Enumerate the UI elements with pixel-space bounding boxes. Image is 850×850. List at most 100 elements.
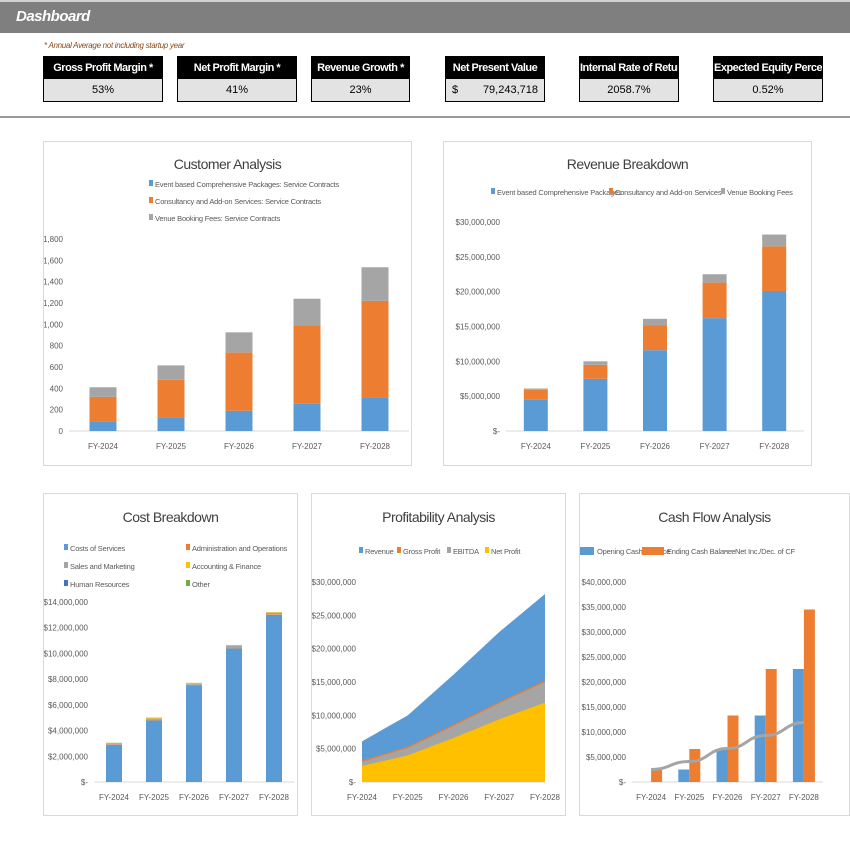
kpi-label: Net Present Value [446, 57, 544, 79]
bar-segment [146, 720, 162, 782]
bar [678, 769, 690, 782]
kpi-currency: $ [452, 84, 459, 96]
y-tick-label: $5,000,000 [586, 753, 627, 762]
bar-segment [643, 325, 667, 351]
x-tick-label: FY-2026 [713, 793, 744, 802]
kpi-gross-profit-margin: Gross Profit Margin * 53% [43, 56, 163, 102]
customer-analysis-chart: Customer Analysis 0 200 400 600 800 1,000 1,200… [43, 141, 412, 466]
x-tick-label: FY-2028 [530, 793, 561, 802]
legend-label: Event based Comprehensive Packages [497, 188, 622, 197]
legend-swatch [491, 188, 495, 194]
bar-segment [523, 388, 548, 390]
bar-segment [762, 234, 787, 247]
legend-label: Net Inc./Dec. of CF [735, 547, 796, 556]
bar-segment [226, 648, 242, 782]
kpi-label: Internal Rate of Return [580, 57, 678, 79]
legend-swatch [397, 547, 401, 553]
x-tick-label: FY-2027 [292, 442, 323, 451]
bar-segment [225, 352, 253, 411]
legend-swatch [186, 544, 190, 550]
kpi-internal-rate-of-return: Internal Rate of Return 2058.7% [579, 56, 679, 102]
bar [754, 715, 766, 782]
legend-swatch [64, 580, 68, 586]
bar-segment [702, 274, 727, 283]
bar-segment [89, 387, 117, 397]
bar-segment [583, 364, 608, 379]
x-tick-label: FY-2024 [347, 793, 378, 802]
chart-title: Profitability Analysis [382, 509, 495, 525]
kpi-net-profit-margin: Net Profit Margin * 41% [177, 56, 297, 102]
y-tick-label: $15,000,000 [312, 678, 357, 687]
y-tick-label: $30,000,000 [582, 628, 627, 637]
x-tick-label: FY-2025 [393, 793, 424, 802]
x-tick-label: FY-2026 [640, 442, 671, 451]
kpi-net-present-value: Net Present Value $79,243,718 [445, 56, 545, 102]
legend-swatch [642, 547, 664, 555]
bar-segment [225, 332, 253, 353]
chart-title: Cash Flow Analysis [658, 509, 771, 525]
bar-segment [226, 645, 242, 648]
kpi-expected-equity-percentage: Expected Equity Percentage 0.52% [713, 56, 823, 102]
y-tick-label: 0 [59, 427, 64, 436]
bar-segment [293, 403, 321, 431]
y-tick-label: $- [493, 427, 500, 436]
x-tick-label: FY-2024 [636, 793, 667, 802]
y-tick-label: 200 [50, 406, 64, 415]
bar [689, 749, 701, 782]
legend-swatch [721, 188, 725, 194]
legend-label: Net Profit [491, 547, 521, 556]
kpi-label: Gross Profit Margin * [44, 57, 162, 79]
x-tick-label: FY-2027 [484, 793, 515, 802]
x-tick-label: FY-2025 [674, 793, 705, 802]
legend-label: EBITDA [453, 547, 479, 556]
legend-label: Consultancy and Add-on Services [615, 188, 722, 197]
y-tick-label: 800 [50, 342, 64, 351]
legend-label: Human Resources [70, 580, 130, 589]
legend-swatch [580, 547, 594, 555]
x-tick-label: FY-2025 [139, 793, 170, 802]
bar-segment [106, 743, 122, 745]
cash-flow-analysis-chart: Cash Flow Analysis $- $5,000,000 $10,000,00… [579, 493, 850, 816]
bar-segment [266, 612, 282, 615]
bar [651, 769, 663, 782]
divider [0, 116, 850, 118]
bar-segment [225, 410, 253, 431]
bar-segment [186, 683, 202, 685]
bar [803, 609, 815, 782]
y-tick-label: $35,000,000 [582, 603, 627, 612]
bar-segment [186, 684, 202, 686]
legend-swatch [186, 562, 190, 568]
legend-label: Opening Cash Balance [597, 547, 670, 556]
bar-segment [89, 421, 117, 431]
x-tick-label: FY-2025 [156, 442, 187, 451]
kpi-value: 2058.7% [580, 79, 678, 101]
bar-segment [361, 300, 389, 398]
bar-segment [226, 647, 242, 649]
legend-label: Administration and Operations [192, 544, 288, 553]
x-tick-label: FY-2027 [219, 793, 250, 802]
y-tick-label: $15,000,000 [456, 323, 501, 332]
bar-segment [583, 361, 608, 365]
legend-label: Other [192, 580, 210, 589]
x-tick-label: FY-2024 [88, 442, 119, 451]
y-tick-label: 1,400 [44, 278, 64, 287]
bar-segment [702, 318, 727, 431]
legend-swatch [359, 547, 363, 553]
legend-swatch [64, 544, 68, 550]
y-tick-label: $20,000,000 [582, 678, 627, 687]
chart-title: Cost Breakdown [122, 509, 219, 525]
y-tick-label: 1,800 [44, 235, 64, 244]
bar-segment [146, 718, 162, 720]
x-tick-label: FY-2028 [259, 793, 290, 802]
y-tick-label: $- [81, 778, 88, 787]
y-tick-label: $- [619, 778, 626, 787]
bar-segment [361, 397, 389, 431]
bar-segment [523, 399, 548, 431]
bar-segment [186, 685, 202, 782]
legend-label: Ending Cash Balance [667, 547, 735, 556]
bar-segment [226, 645, 242, 646]
cash-flow-analysis-svg: $- $5,000,000 $10,000,000 $15,000,000 $20,00… [580, 547, 823, 802]
y-tick-label: $10,000,000 [44, 649, 89, 658]
line-series [651, 721, 804, 771]
bar-segment [106, 744, 122, 782]
